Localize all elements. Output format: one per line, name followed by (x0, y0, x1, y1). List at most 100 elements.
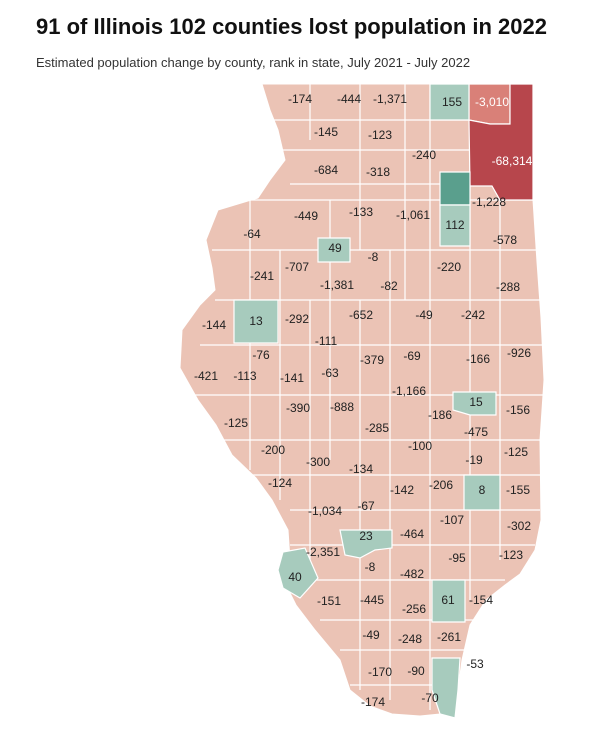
county-effingham (463, 474, 501, 511)
county-label: -652 (349, 308, 373, 322)
chart-title: 91 of Illinois 102 counties lost populat… (36, 14, 547, 39)
county-label: 112 (445, 218, 464, 232)
county-label: -1,371 (373, 92, 407, 106)
county-label: -285 (365, 421, 389, 435)
highlighted-counties (233, 83, 534, 719)
county-champaign (452, 391, 497, 416)
county-labels: -174 -444 -1,371 155 -3,010 -145 -123 -2… (194, 92, 533, 709)
county-label: -240 (412, 148, 436, 162)
county-label: -482 (400, 567, 424, 581)
county-label: 23 (359, 529, 373, 543)
county-label: -292 (285, 312, 309, 326)
county-label: -248 (398, 632, 422, 646)
county-label: -95 (448, 551, 466, 565)
county-label: -926 (507, 346, 531, 360)
chart-subtitle: Estimated population change by county, r… (36, 55, 471, 70)
county-label: -64 (243, 227, 261, 241)
county-label: -67 (357, 499, 375, 513)
county-label: -475 (464, 425, 488, 439)
county-label: -68,314 (492, 154, 533, 168)
county-stark (317, 237, 351, 263)
county-label: -156 (506, 403, 530, 417)
county-label: -3,010 (475, 95, 509, 109)
county-label: -206 (429, 478, 453, 492)
county-label: -302 (507, 519, 531, 533)
county-label: -8 (368, 250, 379, 264)
county-label: -76 (252, 348, 270, 362)
county-label: -133 (349, 205, 373, 219)
county-label: -63 (321, 366, 339, 380)
county-label: -19 (465, 453, 483, 467)
county-label: -70 (421, 691, 439, 705)
county-label: -100 (408, 439, 432, 453)
county-label: 13 (249, 314, 263, 328)
county-label: 155 (442, 95, 462, 109)
county-label: -445 (360, 593, 384, 607)
county-label: 8 (479, 483, 486, 497)
county-label: -888 (330, 400, 354, 414)
county-label: -142 (390, 483, 414, 497)
county-label: -220 (437, 260, 461, 274)
county-label: -8 (365, 560, 376, 574)
county-label: -2,351 (306, 545, 340, 559)
county-label: -288 (496, 280, 520, 294)
county-label: -170 (368, 665, 392, 679)
county-label: -1,228 (472, 195, 506, 209)
county-label: -125 (504, 445, 528, 459)
county-label: -684 (314, 163, 338, 177)
county-pope (431, 657, 461, 719)
county-label: -111 (315, 334, 338, 348)
county-label: -123 (499, 548, 523, 562)
county-label: -155 (506, 483, 530, 497)
county-label: -151 (317, 594, 341, 608)
county-label: -444 (337, 92, 361, 106)
county-label: 61 (441, 593, 455, 607)
county-label: -49 (362, 628, 380, 642)
county-mchenry (429, 83, 470, 121)
county-cook (468, 83, 534, 201)
county-label: -69 (403, 349, 421, 363)
county-label: -318 (366, 165, 390, 179)
county-label: -1,381 (320, 278, 354, 292)
county-label: -125 (224, 416, 248, 430)
county-label: 49 (328, 241, 342, 255)
county-label: -256 (402, 602, 426, 616)
county-label: -242 (461, 308, 485, 322)
county-label: -144 (202, 318, 226, 332)
county-label: -145 (314, 125, 338, 139)
county-label: -154 (469, 593, 493, 607)
county-label: -261 (437, 630, 461, 644)
county-label: -1,061 (396, 208, 430, 222)
county-label: -200 (261, 443, 285, 457)
county-label: -1,166 (392, 384, 426, 398)
county-label: -464 (400, 527, 424, 541)
county-kendall (439, 204, 471, 247)
county-label: -707 (285, 260, 309, 274)
county-label: -90 (407, 664, 425, 678)
county-label: -124 (268, 476, 292, 490)
county-label: -82 (380, 279, 398, 293)
county-label: -379 (360, 353, 384, 367)
county-label: -53 (466, 657, 484, 671)
county-label: -113 (233, 369, 256, 383)
county-label: -390 (286, 401, 310, 415)
county-label: -107 (440, 513, 464, 527)
county-label: -186 (428, 408, 452, 422)
county-mcdonough (233, 299, 279, 344)
county-label: -49 (415, 308, 433, 322)
county-madison (339, 529, 393, 559)
county-label: -141 (280, 371, 304, 385)
county-label: -300 (306, 455, 330, 469)
county-label: -123 (368, 128, 392, 142)
county-label: -449 (294, 209, 318, 223)
county-label: -1,034 (308, 504, 342, 518)
county-label: -241 (250, 269, 274, 283)
county-label: -174 (288, 92, 312, 106)
county-label: -578 (493, 233, 517, 247)
county-monroe (277, 547, 319, 599)
county-label: 15 (469, 395, 483, 409)
county-jefferson (431, 579, 466, 623)
county-label: -421 (194, 369, 218, 383)
county-label: -166 (466, 352, 490, 366)
